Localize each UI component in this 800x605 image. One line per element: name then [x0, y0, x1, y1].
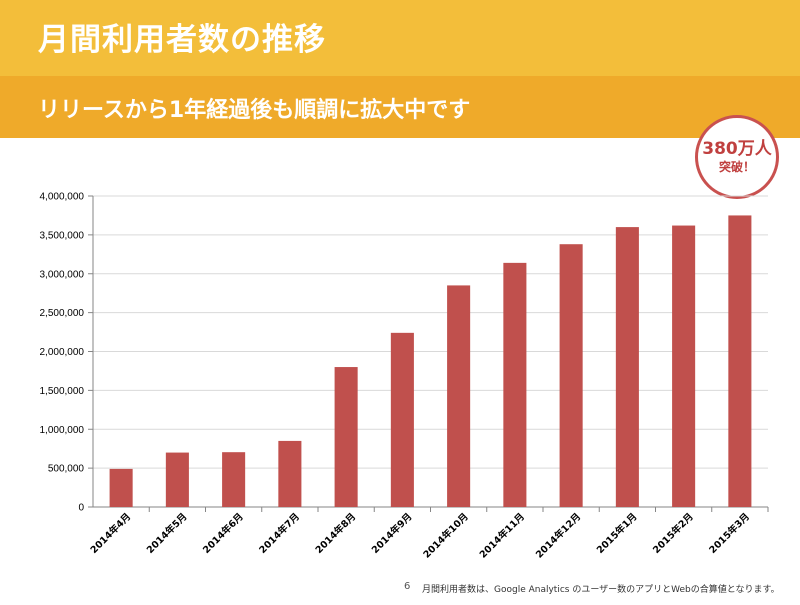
- page-subtitle: リリースから1年経過後も順調に拡大中です: [38, 98, 471, 123]
- page-title: 月間利用者数の推移: [38, 22, 326, 58]
- bar: [503, 262, 527, 507]
- bar: [222, 452, 246, 507]
- y-tick-label: 2,000,000: [40, 347, 85, 358]
- page-number: 6: [404, 581, 411, 592]
- milestone-badge: 380万人 突破！: [695, 115, 779, 199]
- y-tick-label: 2,500,000: [40, 308, 85, 319]
- y-tick-label: 0: [78, 503, 84, 514]
- bar: [447, 285, 471, 507]
- x-tick-label: 2015年2月: [650, 511, 695, 556]
- bar: [165, 452, 189, 507]
- y-tick-label: 1,000,000: [40, 425, 85, 436]
- y-tick-label: 4,000,000: [40, 192, 85, 203]
- badge-count: 380万人: [702, 139, 772, 159]
- x-tick-label: 2014年8月: [313, 511, 358, 556]
- y-tick-label: 3,000,000: [40, 269, 85, 280]
- y-tick-label: 1,500,000: [40, 386, 85, 397]
- badge-caption: 突破！: [718, 160, 755, 174]
- y-tick-label: 3,500,000: [40, 230, 85, 241]
- x-tick-label: 2014年4月: [88, 511, 133, 556]
- bar: [615, 227, 639, 507]
- bar: [559, 244, 583, 507]
- x-tick-label: 2014年11月: [477, 511, 527, 561]
- bar: [109, 468, 133, 507]
- x-tick-label: 2014年7月: [257, 511, 302, 556]
- chart-area: 0 500,000 1,000,000 1,500,000 2,000,000 2,500…: [0, 140, 800, 584]
- x-tick-label: 2014年10月: [421, 511, 471, 561]
- bar-chart: 0 500,000 1,000,000 1,500,000 2,000,000 2,500…: [40, 192, 769, 561]
- x-tick-label: 2015年1月: [594, 511, 639, 556]
- footnote: 月間利用者数は、Google Analytics のユーザー数のアプリとWebの…: [422, 585, 780, 595]
- x-tick-label: 2014年12月: [533, 511, 583, 561]
- title-bar: 月間利用者数の推移: [0, 0, 800, 76]
- y-tick-label: 500,000: [48, 464, 85, 475]
- x-tick-label: 2014年6月: [200, 511, 245, 556]
- bar: [728, 215, 752, 507]
- x-tick-label: 2015年3月: [707, 511, 752, 556]
- x-tick-label: 2014年5月: [144, 511, 189, 556]
- bar: [334, 367, 358, 507]
- bar: [278, 440, 302, 507]
- x-tick-label: 2014年9月: [369, 511, 414, 556]
- bar: [672, 225, 696, 508]
- subtitle-bar: リリースから1年経過後も順調に拡大中です: [0, 76, 800, 138]
- bar: [390, 332, 414, 507]
